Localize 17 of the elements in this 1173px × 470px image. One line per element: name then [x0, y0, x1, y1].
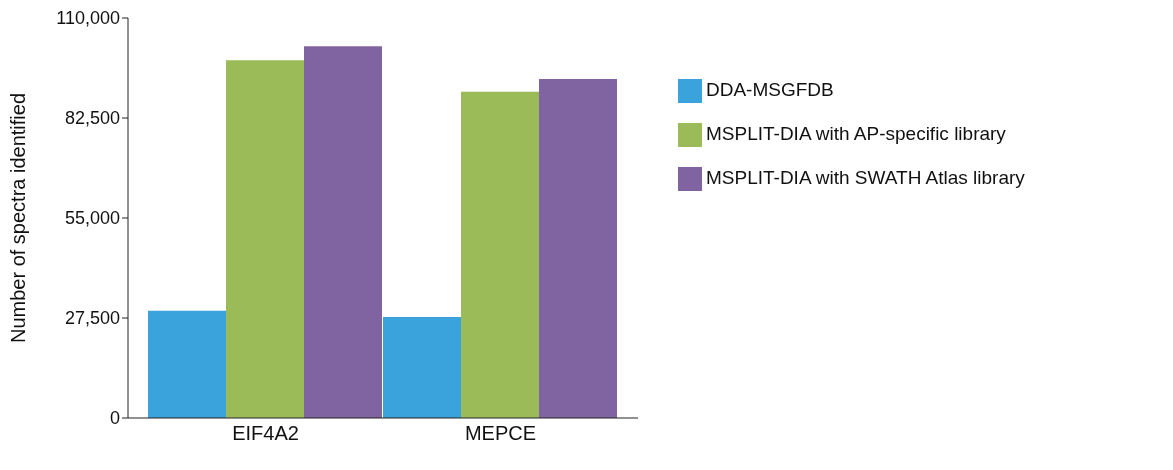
y-tick-label: 55,000: [64, 208, 120, 229]
y-tick-label: 0: [109, 408, 120, 429]
legend-label: MSPLIT-DIA with SWATH Atlas library: [706, 167, 1025, 188]
bar: [383, 316, 461, 418]
y-tick-label: 27,500: [64, 308, 120, 329]
y-tick-label: 82,500: [64, 108, 120, 129]
bar: [148, 310, 226, 418]
bar: [226, 60, 304, 418]
legend-label: DDA-MSGFDB: [706, 79, 834, 100]
bar: [304, 46, 382, 418]
y-axis-title: Number of spectra identified: [7, 92, 30, 344]
x-tick-label: MEPCE: [464, 422, 537, 445]
x-tick-label: EIF4A2: [232, 422, 299, 445]
bar: [539, 79, 617, 418]
y-tick-label: 110,000: [56, 8, 120, 29]
legend-label: MSPLIT-DIA with AP-specific library: [706, 123, 1006, 144]
bar: [461, 91, 539, 418]
